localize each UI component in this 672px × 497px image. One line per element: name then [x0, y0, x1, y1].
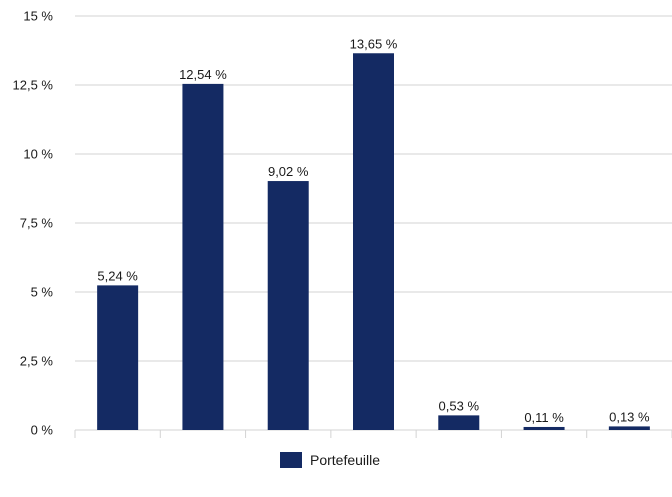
x-tick-label: BBB [360, 443, 386, 445]
bar [353, 53, 394, 430]
bar [608, 426, 650, 430]
data-label: 0,53 % [439, 398, 480, 413]
x-axis-ticks: AAAAAABBBHigh yieldNon notéAutres [105, 443, 649, 445]
y-tick-label: 0 % [31, 423, 54, 438]
legend-swatch [280, 452, 302, 468]
x-tick-label: High yield [430, 443, 487, 445]
bar [267, 181, 309, 430]
y-tick-label: 12,5 % [13, 78, 54, 93]
bar [182, 83, 224, 431]
bar [438, 415, 480, 430]
y-tick-label: 5 % [31, 285, 54, 300]
legend: Portefeuille [280, 452, 380, 468]
bar [523, 426, 565, 430]
y-tick-label: 2,5 % [20, 354, 54, 369]
legend-label: Portefeuille [310, 452, 381, 468]
x-tick-label: Non noté [518, 443, 571, 445]
y-tick-label: 7,5 % [20, 216, 54, 231]
data-labels: 5,24 % 12,54 % 9,02 % 13,65 % 0,53 % 0,11 % 0,… [97, 36, 650, 425]
x-tick-label: AAA [105, 443, 131, 445]
data-label: 9,02 % [268, 164, 309, 179]
data-label: 5,24 % [97, 268, 138, 283]
bars [97, 53, 650, 431]
x-axis-separators [74, 430, 672, 438]
bar-chart: 0 % 2,5 % 5 % 7,5 % 10 % 12,5 % 15 % 5,24 % 12,… [13, 9, 672, 445]
y-axis-ticks: 0 % 2,5 % 5 % 7,5 % 10 % 12,5 % 15 % [13, 9, 54, 438]
bar [97, 285, 139, 430]
x-tick-label: AA [194, 443, 212, 445]
data-label: 0,13 % [609, 409, 650, 424]
y-tick-label: 15 % [23, 9, 53, 24]
data-label: 13,65 % [350, 36, 398, 51]
data-label: 0,11 % [524, 410, 564, 425]
data-label: 12,54 % [179, 67, 227, 82]
y-tick-label: 10 % [23, 147, 53, 162]
x-tick-label: Autres [611, 443, 649, 445]
x-tick-label: A [284, 443, 293, 445]
